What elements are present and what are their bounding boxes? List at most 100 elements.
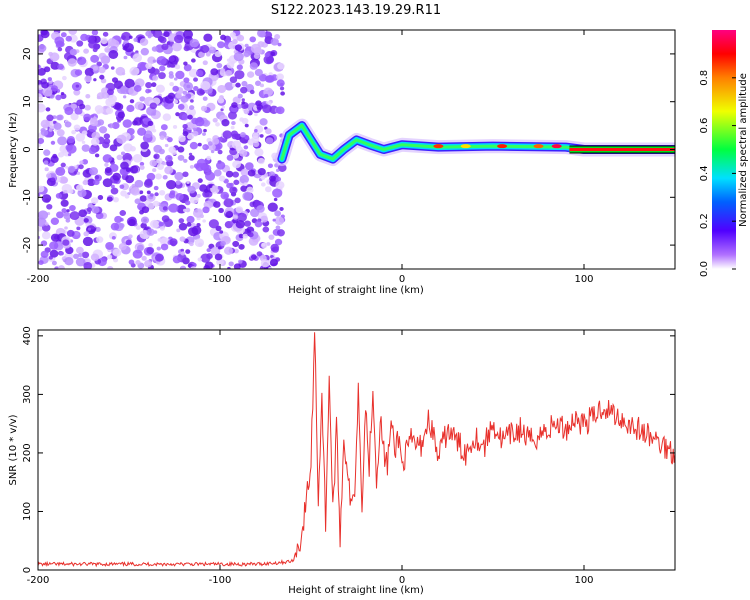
noise-blob	[254, 112, 258, 117]
noise-blob	[196, 88, 205, 96]
carrier-red	[569, 148, 675, 151]
noise-blob	[64, 226, 68, 230]
noise-blob	[202, 145, 206, 149]
noise-blob	[155, 173, 162, 180]
noise-blob	[155, 84, 165, 93]
noise-blob	[88, 40, 97, 49]
noise-blob	[152, 68, 160, 75]
noise-blob	[276, 73, 284, 81]
noise-blob	[76, 40, 84, 47]
noise-blob	[224, 236, 231, 243]
noise-blob	[57, 47, 63, 52]
noise-blob	[78, 164, 84, 170]
noise-blob	[186, 222, 192, 227]
noise-blob	[122, 152, 133, 162]
noise-blob	[112, 172, 121, 181]
noise-blob	[182, 123, 188, 129]
noise-blob	[236, 64, 243, 71]
noise-blob	[71, 130, 76, 135]
noise-blob	[174, 64, 181, 70]
noise-blob	[260, 242, 268, 249]
noise-blob	[119, 184, 125, 189]
noise-blob	[41, 231, 51, 240]
noise-blob	[220, 34, 227, 41]
noise-blob	[194, 117, 205, 127]
colorbar-ticks: 0.0 0.2 0.4 0.6 0.8	[699, 70, 736, 277]
noise-blob	[78, 209, 88, 218]
noise-blob	[141, 255, 147, 261]
noise-blob	[116, 154, 123, 161]
noise-blob	[239, 132, 246, 138]
noise-blob	[73, 89, 81, 96]
noise-blob	[198, 51, 205, 58]
noise-blob	[91, 30, 99, 36]
noise-blob	[60, 162, 66, 168]
noise-blob	[268, 234, 275, 240]
noise-blob	[88, 146, 97, 155]
noise-blob	[100, 55, 111, 65]
noise-blob	[202, 164, 212, 173]
noise-blob	[159, 135, 165, 140]
noise-blob	[197, 257, 203, 262]
noise-blob	[75, 84, 80, 88]
noise-blob	[57, 265, 65, 269]
noise-blob	[266, 74, 275, 83]
noise-blob	[243, 182, 248, 187]
noise-blob	[75, 132, 86, 142]
noise-blob	[60, 91, 65, 96]
noise-blob	[156, 56, 167, 66]
noise-blob	[240, 185, 248, 192]
noise-blob	[189, 141, 198, 150]
noise-blob	[152, 30, 163, 38]
noise-blob	[244, 123, 249, 128]
noise-blob	[139, 190, 144, 195]
noise-blob	[154, 253, 164, 262]
noise-blob	[204, 261, 214, 269]
top-y-tick-label: 10	[22, 95, 33, 108]
noise-blob	[220, 68, 226, 73]
noise-blob	[232, 160, 241, 169]
top-y-tick-label: -10	[22, 189, 33, 205]
noise-blob	[227, 111, 237, 120]
noise-blob	[144, 130, 153, 139]
noise-blob	[269, 175, 276, 182]
noise-blob	[139, 165, 145, 170]
noise-blob	[168, 203, 179, 213]
top-x-tick-label: -200	[27, 274, 50, 285]
noise-blob	[262, 104, 272, 114]
noise-blob	[65, 35, 72, 42]
noise-blob	[272, 188, 283, 198]
noise-blob	[197, 178, 203, 183]
bottom-x-axis-label: Height of straight line (km)	[288, 585, 424, 596]
noise-blob	[50, 140, 56, 145]
noise-blob	[176, 228, 181, 233]
noise-blob	[192, 127, 197, 131]
noise-blob	[216, 62, 223, 69]
noise-blob	[249, 89, 255, 95]
noise-blob	[134, 101, 144, 111]
noise-blob	[125, 175, 135, 184]
noise-blob	[225, 69, 233, 77]
noise-blob	[232, 171, 240, 178]
noise-blob	[231, 102, 238, 109]
noise-blob	[271, 247, 276, 252]
noise-blob	[79, 160, 84, 165]
figure-title: S122.2023.143.19.29.R11	[271, 3, 441, 18]
noise-blob	[232, 38, 238, 45]
noise-blob	[163, 218, 173, 228]
noise-blob	[230, 125, 235, 130]
noise-blob	[111, 122, 120, 130]
noise-blob	[243, 108, 250, 115]
noise-blob	[114, 103, 124, 111]
noise-blob	[210, 68, 219, 76]
noise-blob	[96, 61, 102, 67]
noise-blob	[74, 231, 79, 236]
noise-blob	[183, 208, 187, 213]
noise-blob	[117, 111, 126, 119]
noise-blob	[134, 198, 141, 205]
noise-blob	[117, 119, 122, 123]
noise-blob	[177, 146, 185, 153]
noise-blob	[190, 266, 197, 269]
noise-blob	[57, 63, 64, 70]
noise-blob	[74, 69, 83, 76]
